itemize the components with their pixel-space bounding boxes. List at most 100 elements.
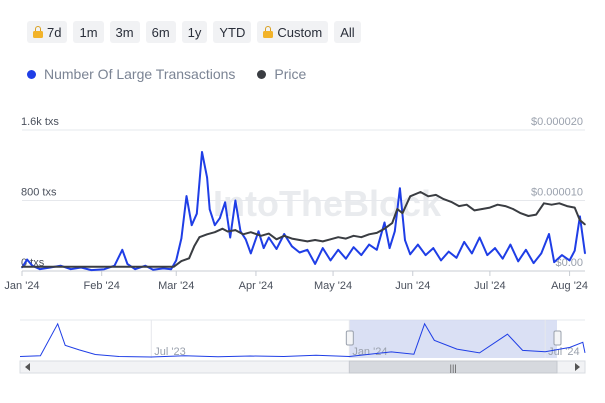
legend-item-price[interactable]: Price xyxy=(257,66,306,82)
data-point xyxy=(424,254,427,256)
range-button-7d[interactable]: 7d xyxy=(27,21,68,43)
data-point xyxy=(512,208,514,210)
x-axis-tick: Jan '24 xyxy=(4,280,39,292)
data-point xyxy=(306,240,309,243)
chart-legend: Number Of Large Transactions Price xyxy=(27,66,306,82)
legend-dot-price xyxy=(257,69,267,79)
range-button-1y[interactable]: 1y xyxy=(181,21,208,43)
data-point xyxy=(584,252,586,255)
data-point xyxy=(465,203,468,206)
data-point xyxy=(504,205,507,207)
navigator-label: Jul '24 xyxy=(548,346,579,358)
data-point xyxy=(198,236,201,238)
data-point xyxy=(360,254,363,256)
x-axis-tick: Mar '24 xyxy=(158,280,194,292)
y-axis-right-tick: $0.000020 xyxy=(531,116,583,128)
data-point xyxy=(481,208,483,210)
data-point xyxy=(229,236,232,239)
data-point xyxy=(368,243,370,246)
range-button-label: 3m xyxy=(115,24,134,40)
data-point xyxy=(352,246,355,249)
range-selector: 7d 1m 3m 6m 1y YTD Custom All xyxy=(27,21,361,43)
series-price xyxy=(21,191,586,268)
x-axis-tick: Apr '24 xyxy=(239,280,274,292)
range-button-6m[interactable]: 6m xyxy=(145,21,176,43)
data-point xyxy=(440,259,442,262)
data-point xyxy=(566,205,568,207)
range-button-3m[interactable]: 3m xyxy=(109,21,140,43)
data-point xyxy=(368,233,370,236)
data-point xyxy=(463,241,465,243)
legend-item-transactions[interactable]: Number Of Large Transactions xyxy=(27,66,235,82)
data-point xyxy=(553,261,555,263)
data-point xyxy=(375,232,378,234)
navigator-label: Jan '24 xyxy=(352,346,387,358)
data-point xyxy=(478,236,481,239)
data-point xyxy=(170,268,172,271)
data-point xyxy=(244,238,247,241)
navigator-handle-right[interactable] xyxy=(553,330,562,346)
data-point xyxy=(494,247,496,249)
data-point xyxy=(90,269,93,271)
data-point xyxy=(242,233,244,236)
data-point xyxy=(442,198,445,200)
data-point xyxy=(257,230,260,233)
data-point xyxy=(113,264,116,267)
data-point xyxy=(329,238,332,241)
data-point xyxy=(383,227,386,230)
data-point xyxy=(39,268,41,271)
data-point xyxy=(399,187,401,189)
data-point xyxy=(249,252,252,255)
data-point xyxy=(234,199,237,202)
range-button-custom[interactable]: Custom xyxy=(257,21,329,43)
navigator-handle-left[interactable] xyxy=(345,330,354,346)
range-button-label: 7d xyxy=(47,24,62,40)
series-number-of-large-transactions xyxy=(21,151,586,272)
x-axis-tick: Aug '24 xyxy=(551,280,588,292)
data-point xyxy=(337,236,340,238)
data-point xyxy=(152,268,154,271)
data-point xyxy=(489,206,491,209)
data-point xyxy=(80,266,82,269)
data-point xyxy=(561,254,563,256)
data-point xyxy=(267,232,270,235)
data-point xyxy=(201,151,203,153)
data-point xyxy=(188,257,190,260)
data-point xyxy=(391,222,393,224)
data-point xyxy=(535,213,537,216)
data-point xyxy=(517,260,519,263)
data-point xyxy=(249,231,252,234)
navigator-scrollbar[interactable]: ||| xyxy=(19,360,586,374)
y-axis-left-tick: 800 txs xyxy=(21,187,57,199)
range-button-all[interactable]: All xyxy=(334,21,361,43)
data-point xyxy=(573,249,576,252)
navigator-selection xyxy=(349,320,557,358)
range-button-label: 1m xyxy=(79,24,98,40)
data-point xyxy=(496,203,499,206)
data-point xyxy=(21,266,23,269)
range-button-1m[interactable]: 1m xyxy=(73,21,104,43)
data-point xyxy=(180,260,183,262)
data-point xyxy=(283,233,286,235)
data-point xyxy=(226,230,229,233)
data-point xyxy=(455,256,458,259)
data-point xyxy=(388,247,391,249)
scrollbar-thumb xyxy=(348,360,558,374)
data-point xyxy=(298,251,301,254)
data-point xyxy=(447,250,450,253)
data-point xyxy=(543,202,545,205)
data-point xyxy=(337,249,340,251)
data-point xyxy=(435,194,437,196)
scrollbar-grip-icon: ||| xyxy=(450,363,457,373)
range-button-ytd[interactable]: YTD xyxy=(213,21,252,43)
data-point xyxy=(473,209,476,212)
data-point xyxy=(450,201,453,203)
data-point xyxy=(501,257,504,260)
data-point xyxy=(396,208,399,210)
data-point xyxy=(185,195,188,197)
legend-label-price: Price xyxy=(274,66,307,82)
x-axis-tick: May '24 xyxy=(314,280,352,292)
data-point xyxy=(172,265,175,268)
y-axis-left-tick: 0 txs xyxy=(21,257,45,269)
data-point xyxy=(558,202,561,205)
